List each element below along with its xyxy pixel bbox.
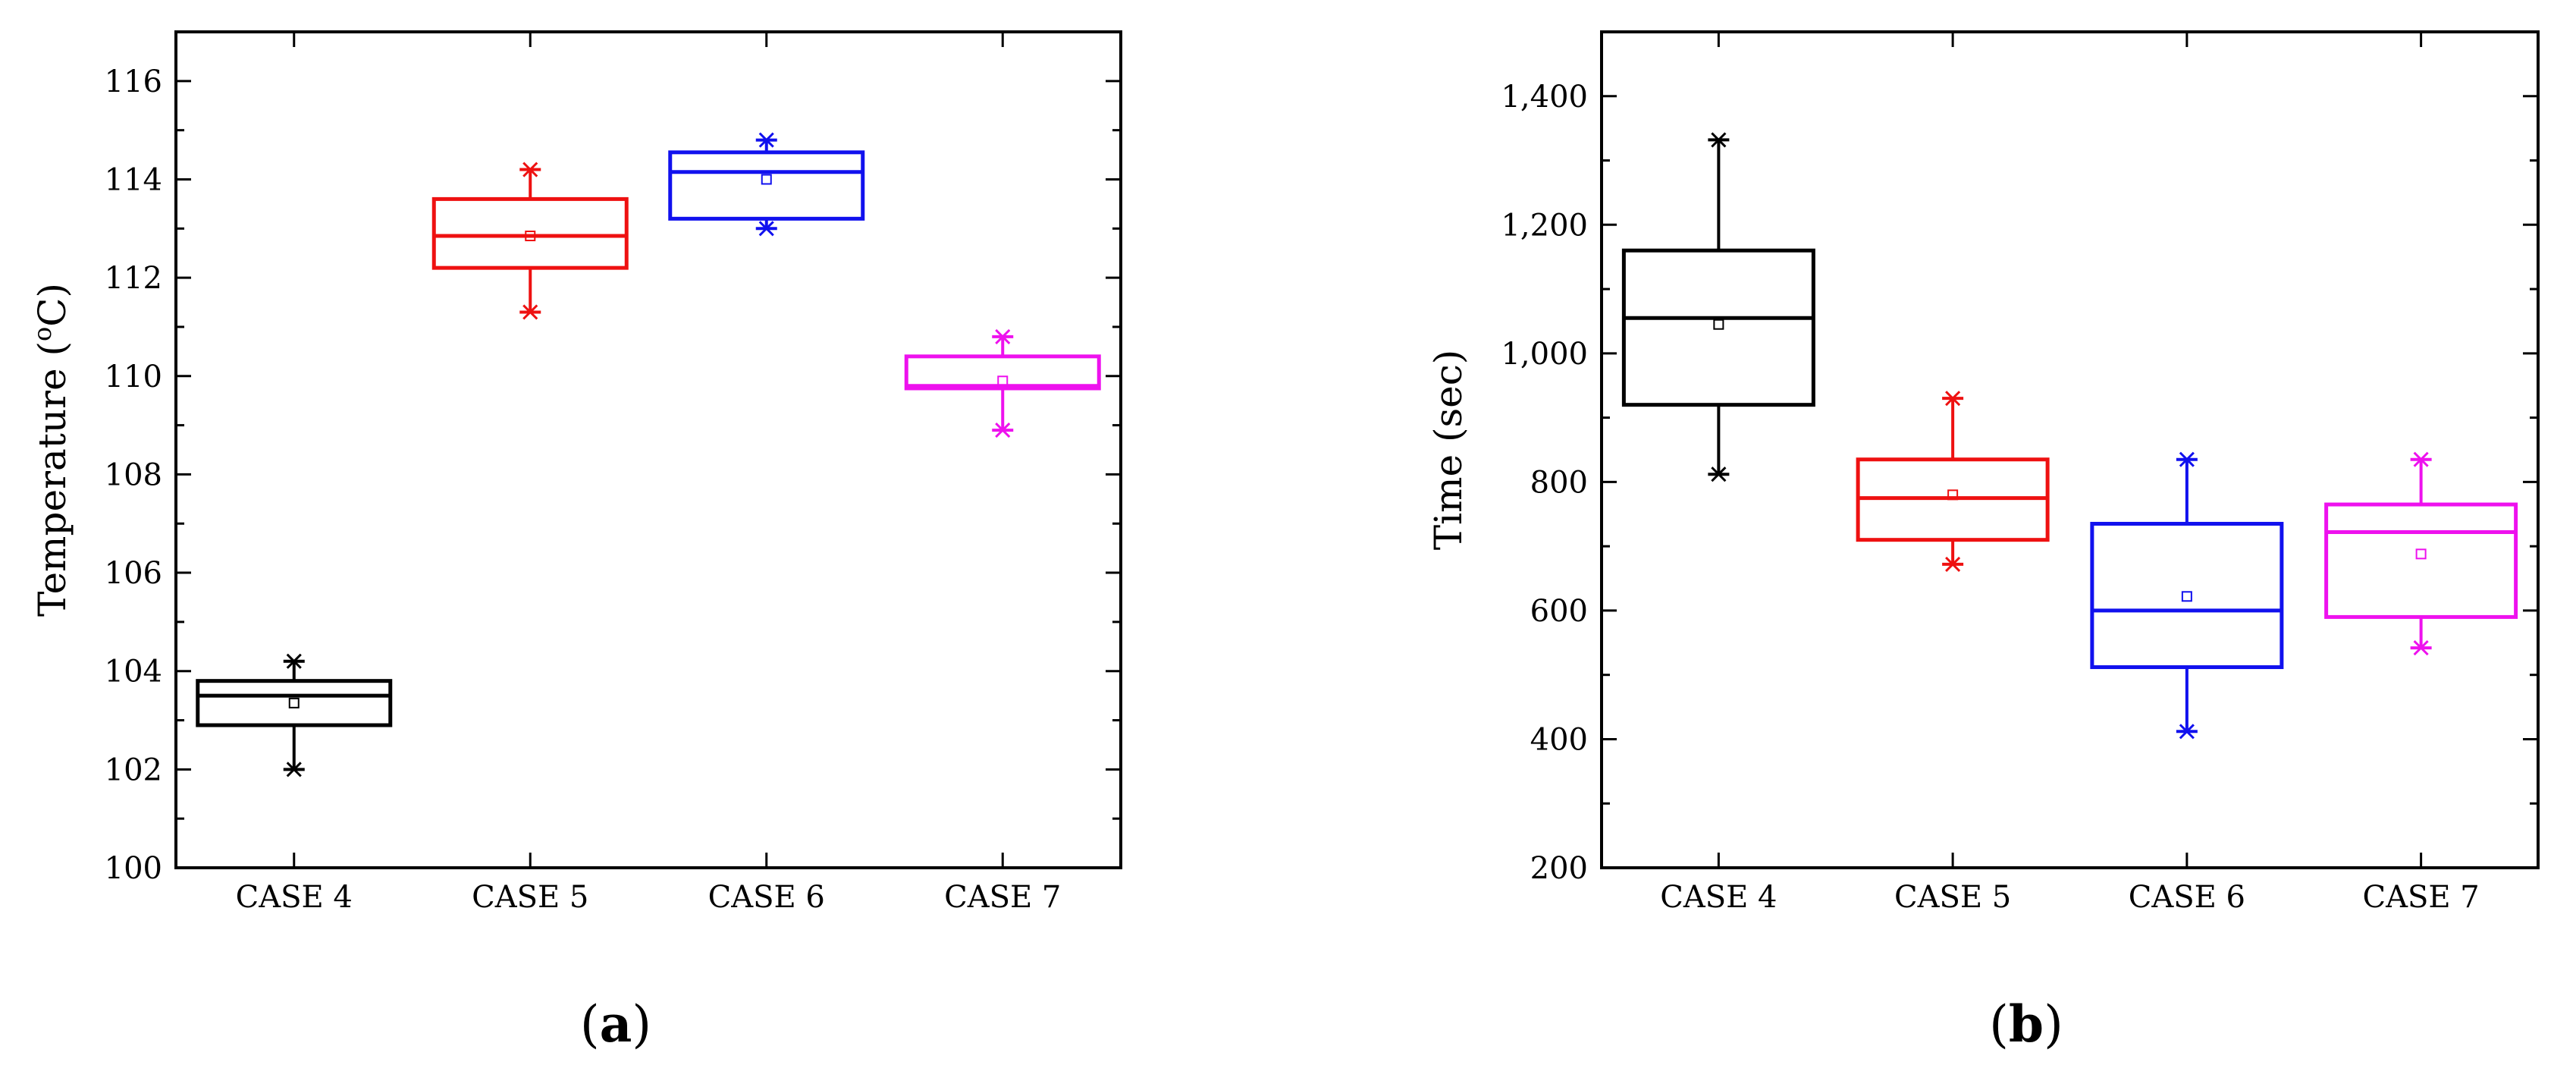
y-tick-label: 108 <box>105 457 162 492</box>
max-marker <box>2179 451 2195 467</box>
box-case-4 <box>196 653 393 778</box>
min-marker <box>995 423 1011 438</box>
min-marker <box>1711 467 1727 482</box>
y-tick-label: 114 <box>105 162 162 197</box>
box-case-6 <box>2090 451 2284 740</box>
box-iqr <box>2090 521 2284 670</box>
y-tick-label: 400 <box>1530 722 1588 757</box>
y-tick-label: 116 <box>105 64 162 99</box>
max-marker <box>286 653 302 669</box>
y-tick-label: 110 <box>105 360 162 394</box>
y-tick-label: 112 <box>105 261 162 296</box>
min-marker <box>522 304 538 320</box>
y-axis-title: Temperature (oC) <box>28 283 74 617</box>
y-tick-label: 102 <box>105 752 162 787</box>
box-iqr <box>196 679 393 727</box>
y-tick-label: 1,200 <box>1501 208 1588 243</box>
x-tick-label: CASE 4 <box>1660 880 1777 915</box>
chart-panel-a: 100 102 104 106 108 110 112 114 116 CASE 4 CASE 5 C… <box>28 30 1122 1054</box>
x-tick-label: CASE 6 <box>708 880 825 915</box>
mean-marker <box>997 375 1009 387</box>
mean-marker <box>2415 548 2427 560</box>
x-tick-label: CASE 7 <box>2362 880 2479 915</box>
y-tick-label: 600 <box>1530 594 1588 629</box>
mean-marker <box>1947 489 1959 501</box>
box-iqr <box>904 354 1101 391</box>
y-tick-label: 1,400 <box>1501 80 1588 115</box>
mean-marker <box>2181 591 2192 602</box>
y-tick-label: 106 <box>105 556 162 591</box>
panel-label: (a) <box>580 994 651 1054</box>
x-tick-label: CASE 4 <box>236 880 353 915</box>
mean-marker <box>761 174 772 185</box>
box-case-6 <box>668 132 865 237</box>
y-tick-label: 800 <box>1530 465 1588 500</box>
max-marker <box>2413 451 2429 467</box>
plot-frame <box>1600 30 2540 869</box>
y-tick-label: 104 <box>105 655 162 690</box>
max-marker <box>758 132 774 148</box>
max-marker <box>1711 132 1727 148</box>
x-tick-label: CASE 5 <box>1894 880 2011 915</box>
mean-marker <box>288 697 300 708</box>
min-marker <box>1945 556 1961 572</box>
x-tick-label: CASE 6 <box>2129 880 2245 915</box>
mean-marker <box>1713 319 1724 330</box>
box-iqr <box>668 150 865 221</box>
box-case-7 <box>904 328 1101 438</box>
x-tick-label: CASE 7 <box>944 880 1061 915</box>
max-marker <box>995 328 1011 344</box>
max-marker <box>522 162 538 178</box>
min-marker <box>758 221 774 237</box>
box-case-4 <box>1621 132 1815 482</box>
box-case-7 <box>2324 451 2518 656</box>
y-tick-label: 1,000 <box>1501 337 1588 372</box>
max-marker <box>1945 391 1961 407</box>
y-tick-label: 100 <box>105 851 162 886</box>
plot-frame <box>174 30 1122 869</box>
box-case-5 <box>431 162 629 320</box>
min-marker <box>286 762 302 778</box>
chart-panel-b: 200 400 600 800 1,000 1,200 1,400 CASE 4 CASE 5 C… <box>1426 30 2540 1054</box>
box-case-5 <box>1856 391 2050 572</box>
box-iqr <box>431 196 629 270</box>
min-marker <box>2413 640 2429 656</box>
mean-marker <box>525 231 536 242</box>
x-tick-label: CASE 5 <box>472 880 588 915</box>
box-iqr <box>2324 502 2518 619</box>
min-marker <box>2179 724 2195 740</box>
y-axis-title: Time (sec) <box>1426 350 1470 551</box>
panel-label: (b) <box>1989 994 2063 1054</box>
y-tick-label: 200 <box>1530 851 1588 886</box>
box-iqr <box>1621 248 1815 407</box>
